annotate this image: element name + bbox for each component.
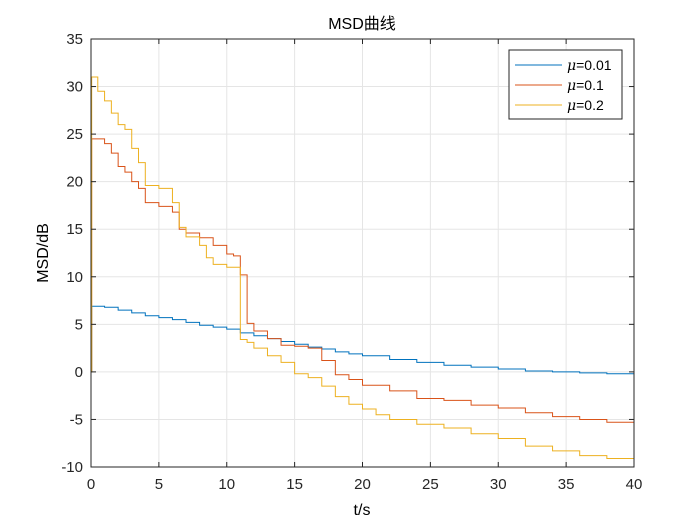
y-tick-label: 35: [66, 31, 83, 48]
x-tick-label: 20: [354, 476, 371, 493]
y-tick-label: 25: [66, 126, 83, 143]
x-tick-labels: 0 5 10 15 20 25 30 35 40: [87, 476, 643, 493]
x-tick-label: 0: [87, 476, 95, 493]
series-layer: [91, 76, 635, 464]
y-tick-labels: -10 -5 0 5 10 15 20 25 30 35: [61, 31, 83, 476]
y-tick-label: 30: [66, 79, 83, 96]
legend-value: =0.1: [576, 77, 604, 93]
legend-label-2: μ=0.1: [567, 77, 604, 94]
chart-title: MSD曲线: [328, 15, 396, 33]
legend: μ=0.01μ=0.1μ=0.2: [508, 49, 623, 120]
legend-value: =0.01: [576, 57, 612, 73]
x-axis-label: t/s: [354, 502, 371, 519]
legend-items: μ=0.01μ=0.1μ=0.2: [515, 57, 612, 114]
legend-value: =0.2: [576, 97, 604, 113]
legend-label-1: μ=0.01: [567, 57, 612, 74]
y-tick-label: 5: [75, 316, 83, 333]
legend-mu-symbol: μ: [567, 58, 576, 74]
legend-label-3: μ=0.2: [567, 97, 604, 114]
x-tick-label: 5: [155, 476, 163, 493]
x-tick-label: 15: [286, 476, 303, 493]
x-tick-label: 10: [218, 476, 235, 493]
series-line-1: [91, 305, 635, 376]
legend-mu-symbol: μ: [567, 98, 576, 114]
y-tick-label: 20: [66, 174, 83, 191]
series-line-3: [91, 76, 635, 464]
axis-ticks: [90, 38, 635, 468]
series-line-2: [91, 138, 635, 428]
y-tick-label: -5: [70, 411, 83, 428]
y-axis-label: MSD/dB: [35, 223, 52, 283]
y-tick-label: 10: [66, 269, 83, 286]
legend-mu-symbol: μ: [567, 78, 576, 94]
x-tick-label: 25: [422, 476, 439, 493]
x-tick-label: 40: [626, 476, 643, 493]
x-tick-label: 35: [558, 476, 575, 493]
x-tick-label: 30: [490, 476, 507, 493]
y-tick-label: 0: [75, 364, 83, 381]
y-tick-label: -10: [61, 459, 83, 476]
y-tick-label: 15: [66, 221, 83, 238]
